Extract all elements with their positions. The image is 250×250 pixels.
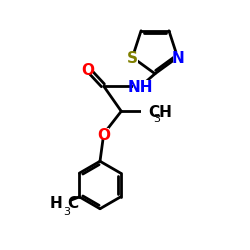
FancyBboxPatch shape — [140, 105, 160, 117]
Text: O: O — [81, 63, 94, 78]
FancyBboxPatch shape — [127, 52, 138, 63]
Text: CH: CH — [148, 105, 172, 120]
Text: O: O — [97, 128, 110, 143]
FancyBboxPatch shape — [133, 80, 149, 92]
Text: N: N — [171, 51, 184, 66]
Text: C: C — [67, 196, 78, 211]
Text: 3: 3 — [64, 206, 70, 216]
FancyBboxPatch shape — [82, 63, 92, 74]
Text: 3: 3 — [153, 114, 160, 124]
Text: NH: NH — [128, 80, 154, 95]
FancyBboxPatch shape — [99, 128, 109, 139]
Text: H: H — [50, 196, 62, 211]
FancyBboxPatch shape — [172, 52, 182, 63]
Text: S: S — [127, 51, 138, 66]
